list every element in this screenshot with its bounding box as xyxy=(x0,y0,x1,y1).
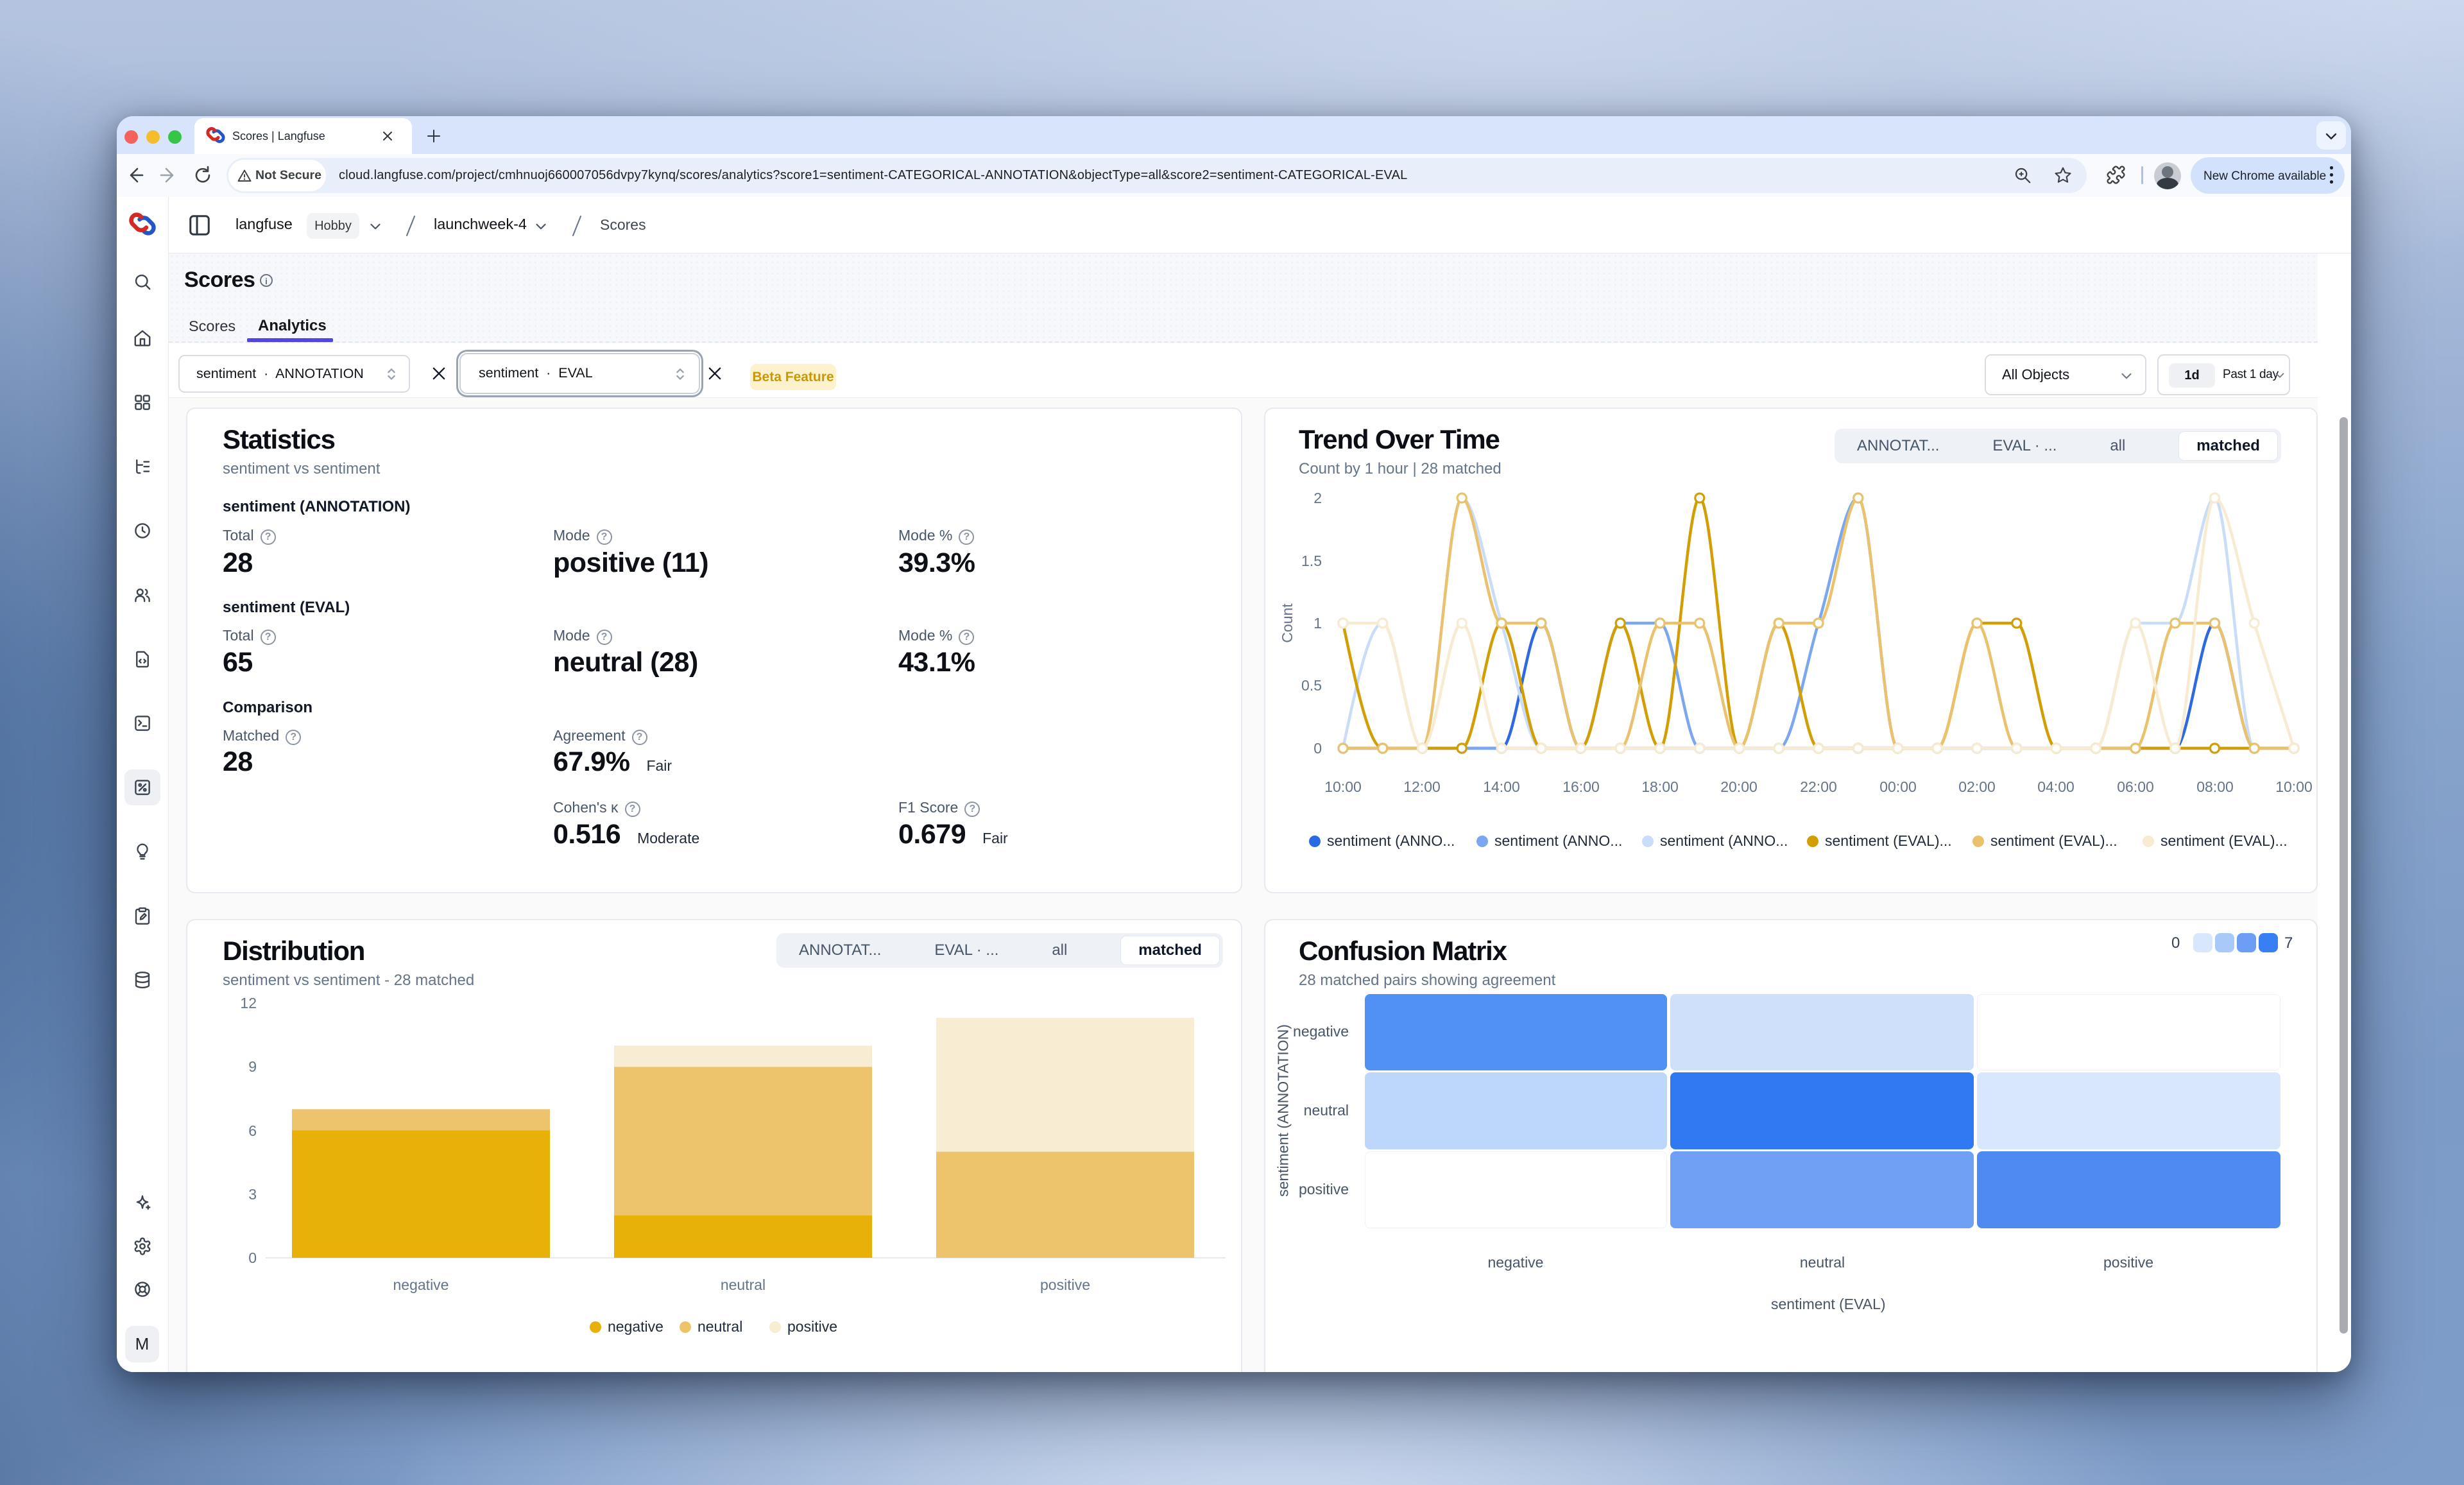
svg-text:12:00: 12:00 xyxy=(1403,778,1441,795)
svg-text:04:00: 04:00 xyxy=(2037,778,2075,795)
svg-text:1: 1 xyxy=(1313,615,1322,631)
svg-text:1.5: 1.5 xyxy=(1301,553,1322,569)
svg-text:10:00: 10:00 xyxy=(1324,778,1362,795)
svg-text:10:00: 10:00 xyxy=(2275,778,2313,795)
svg-text:3: 3 xyxy=(248,1186,257,1203)
svg-text:positive: positive xyxy=(1040,1276,1090,1293)
svg-text:14:00: 14:00 xyxy=(1483,778,1520,795)
svg-text:6: 6 xyxy=(248,1122,257,1139)
svg-text:02:00: 02:00 xyxy=(1958,778,1996,795)
svg-text:negative: negative xyxy=(393,1276,449,1293)
svg-text:12: 12 xyxy=(240,995,257,1011)
svg-text:9: 9 xyxy=(248,1058,257,1075)
svg-text:18:00: 18:00 xyxy=(1641,778,1679,795)
svg-text:16:00: 16:00 xyxy=(1562,778,1600,795)
svg-text:22:00: 22:00 xyxy=(1800,778,1837,795)
svg-text:00:00: 00:00 xyxy=(1879,778,1917,795)
svg-text:20:00: 20:00 xyxy=(1720,778,1758,795)
svg-text:08:00: 08:00 xyxy=(2196,778,2234,795)
svg-text:06:00: 06:00 xyxy=(2117,778,2154,795)
svg-text:0: 0 xyxy=(248,1249,257,1266)
svg-text:2: 2 xyxy=(1313,490,1322,506)
svg-text:0.5: 0.5 xyxy=(1301,677,1322,694)
svg-text:neutral: neutral xyxy=(721,1276,766,1293)
svg-text:Count: Count xyxy=(1279,603,1296,643)
svg-text:0: 0 xyxy=(1313,740,1322,757)
